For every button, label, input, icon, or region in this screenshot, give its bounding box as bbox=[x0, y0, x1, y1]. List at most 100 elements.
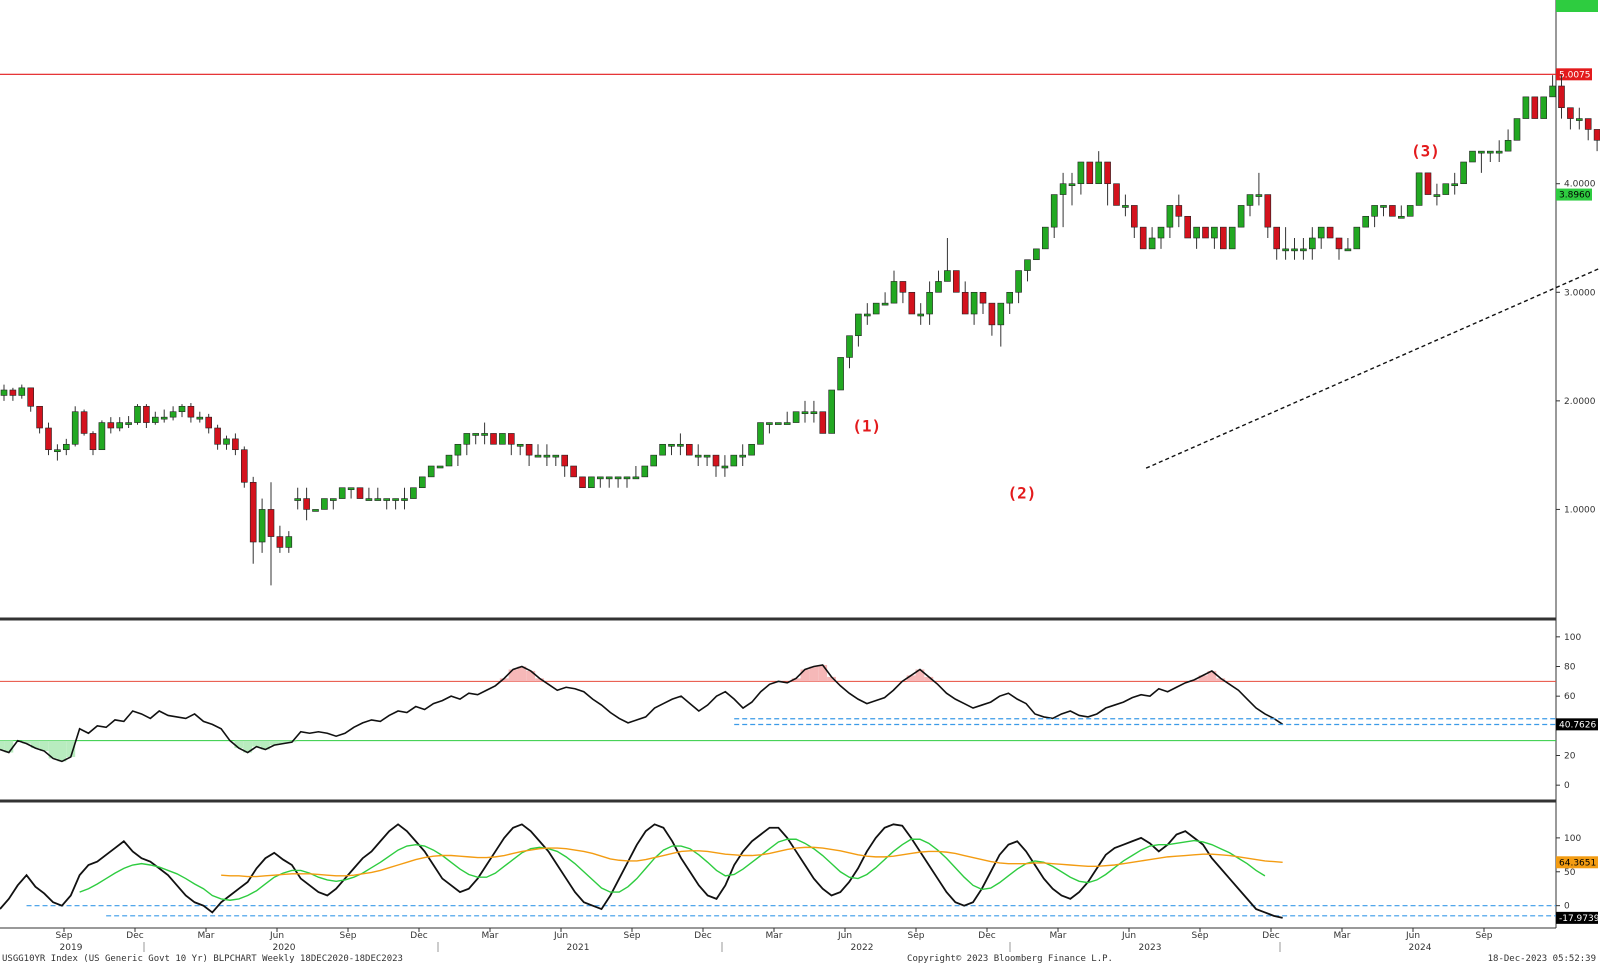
candle-body bbox=[9, 389, 17, 396]
x-year-label: 2020 bbox=[273, 943, 296, 953]
candle-body bbox=[383, 498, 391, 501]
candle-body bbox=[570, 465, 577, 478]
candle-body bbox=[1273, 226, 1280, 250]
candle-body bbox=[534, 454, 542, 458]
candle-body bbox=[1576, 118, 1583, 121]
candle-body bbox=[1513, 118, 1521, 141]
x-tick-label: Sep bbox=[1192, 931, 1209, 941]
candle-body bbox=[730, 454, 738, 467]
rsi-y-tick-label: 60 bbox=[1564, 692, 1576, 702]
candle-body bbox=[490, 433, 497, 445]
price-last-tag-label: 3.8960 bbox=[1559, 191, 1591, 201]
wave-label: (3) bbox=[1411, 142, 1440, 161]
candle-body bbox=[1291, 248, 1298, 252]
candle-body bbox=[890, 281, 898, 304]
x-tick-label: Jun bbox=[1405, 931, 1420, 941]
x-tick-label: Mar bbox=[1334, 931, 1351, 941]
candle-body bbox=[107, 422, 115, 429]
candle-body bbox=[169, 411, 177, 418]
candle-body bbox=[463, 433, 471, 445]
candle-body bbox=[1558, 85, 1565, 109]
candle-body bbox=[739, 454, 747, 458]
candle-body bbox=[178, 405, 186, 413]
candle-body bbox=[410, 487, 417, 499]
candle-body bbox=[187, 405, 195, 418]
candle-body bbox=[1540, 96, 1547, 119]
candle-body bbox=[241, 449, 248, 483]
candle-body bbox=[507, 433, 515, 445]
candle-body bbox=[970, 291, 978, 315]
candle-body bbox=[196, 416, 204, 420]
candle-body bbox=[1228, 226, 1236, 250]
candle-body bbox=[1282, 248, 1289, 252]
candle-body bbox=[1042, 226, 1049, 250]
candle-body bbox=[828, 389, 836, 434]
trendline bbox=[1145, 267, 1600, 469]
macd-last-tag bbox=[1556, 856, 1598, 869]
candle-body bbox=[712, 454, 720, 467]
candle-body bbox=[659, 443, 666, 456]
candle-body bbox=[926, 291, 933, 315]
candle-body bbox=[1415, 172, 1423, 206]
candle-body bbox=[418, 476, 426, 489]
resistance-tag-label: 5.0075 bbox=[1559, 70, 1591, 80]
candle-body bbox=[1050, 194, 1058, 228]
candle-body bbox=[1202, 226, 1209, 239]
candle-body bbox=[1353, 226, 1361, 250]
candle-body bbox=[783, 422, 791, 425]
wave-label: (4) bbox=[1597, 245, 1600, 264]
candle-body bbox=[1504, 139, 1512, 152]
x-year-label: 2022 bbox=[851, 943, 874, 953]
macd-last-tag-label: -17.9739 bbox=[1559, 914, 1600, 924]
candle-body bbox=[1398, 215, 1405, 219]
x-tick-label: Jun bbox=[269, 931, 284, 941]
candle-body bbox=[855, 313, 862, 337]
candle-body bbox=[36, 405, 43, 429]
candle-body bbox=[757, 422, 764, 445]
x-tick-label: Sep bbox=[1476, 931, 1493, 941]
macd-y-tick-label: 0 bbox=[1564, 902, 1570, 912]
candle-body bbox=[685, 443, 693, 456]
candle-body bbox=[312, 509, 319, 512]
candle-body bbox=[561, 454, 569, 467]
x-tick-label: Dec bbox=[410, 931, 427, 941]
price-y-tick-label: 1.0000 bbox=[1564, 505, 1596, 515]
candle-body bbox=[356, 487, 364, 499]
candle-body bbox=[552, 454, 560, 458]
wave-label: (1) bbox=[852, 416, 881, 435]
candle-body bbox=[89, 433, 97, 451]
candle-body bbox=[454, 443, 462, 456]
candle-body bbox=[1033, 248, 1040, 261]
candle-body bbox=[1433, 194, 1441, 197]
x-tick-label: Jun bbox=[1121, 931, 1136, 941]
x-tick-label: Jun bbox=[837, 931, 852, 941]
footer-right: 18-Dec-2023 05:52:39 bbox=[1488, 954, 1596, 964]
candle-body bbox=[1593, 129, 1600, 141]
x-tick-label: Sep bbox=[340, 931, 357, 941]
candle-body bbox=[935, 281, 942, 293]
x-tick-label: Mar bbox=[766, 931, 783, 941]
candle-body bbox=[668, 443, 675, 447]
candle-body bbox=[365, 498, 373, 501]
candle-body bbox=[45, 427, 52, 451]
candle-body bbox=[516, 443, 524, 447]
candle-body bbox=[152, 416, 159, 423]
candle-body bbox=[1220, 226, 1227, 250]
candle-body bbox=[62, 443, 70, 451]
candle-body bbox=[481, 433, 488, 436]
candle-body bbox=[329, 498, 337, 501]
candle-body bbox=[1211, 226, 1218, 239]
candle-body bbox=[1113, 183, 1120, 206]
candle-body bbox=[614, 476, 622, 480]
candle-body bbox=[525, 443, 533, 456]
macd-last-tag-label: 44.4229 bbox=[1559, 0, 1596, 3]
candle-body bbox=[1015, 270, 1022, 293]
x-tick-label: Dec bbox=[978, 931, 995, 941]
candle-body bbox=[1246, 194, 1254, 206]
candle-body bbox=[774, 422, 782, 425]
candle-body bbox=[436, 465, 444, 469]
candle-body bbox=[1264, 194, 1272, 228]
candle-body bbox=[899, 281, 907, 293]
macd-slow-line bbox=[221, 846, 1283, 878]
candle-body bbox=[1460, 161, 1467, 185]
